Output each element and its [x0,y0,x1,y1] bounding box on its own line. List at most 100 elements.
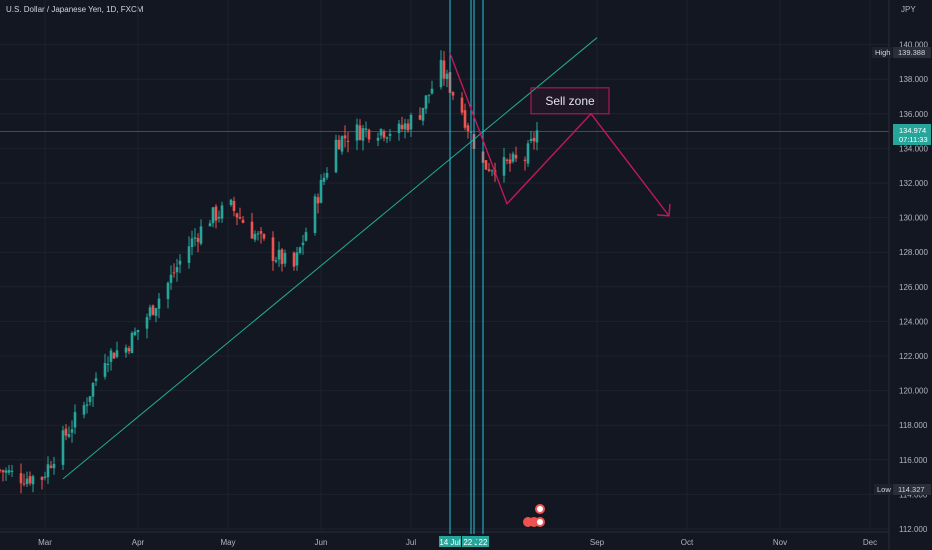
time-tick-label: May [220,538,235,547]
candle-body [64,428,68,436]
grid [0,0,889,533]
highlight-date-label: 14 Jul [439,538,461,547]
candle-body [52,463,56,469]
svg-text:High: High [875,48,890,57]
candle-body [22,483,26,485]
candle-body [46,464,50,478]
time-ticks: Mar Apr May Jun Jul Sep Oct Nov Dec [38,538,877,547]
candle-body [274,260,278,262]
candle-body [514,154,518,159]
candle-body [313,196,317,233]
price-tick-label: 122.000 [899,352,928,361]
candle-body [523,159,527,161]
candle-body [277,249,281,260]
candle-body [511,153,515,162]
candle-body [238,217,242,219]
event-flags[interactable] [523,504,545,527]
candle-body [49,465,53,468]
candle-body [232,201,236,211]
candle-body [199,226,203,244]
highlight-date-bg [462,536,486,547]
time-tick-label: Dec [863,538,877,547]
candle-body [355,124,359,141]
candle-body [196,238,200,242]
candle-body [70,429,74,433]
svg-text:114.327: 114.327 [898,485,925,494]
time-tick-label: Apr [132,538,145,547]
candle-body [133,331,137,336]
price-tick-label: 132.000 [899,179,928,188]
candle-body [421,107,425,121]
candle-body [217,216,221,219]
candle-body [82,405,86,415]
candle-body [304,232,308,241]
time-tick-label: Jun [315,538,328,547]
candle-body [451,92,455,96]
candle-body [337,139,341,150]
candle-body [259,231,263,234]
candle-body [256,233,260,235]
candle-body [379,129,383,136]
candle-body [280,249,284,265]
projection-arrowhead-icon [656,203,671,217]
candle-body [358,125,362,141]
candle-body [31,476,35,485]
candle-body [430,88,434,94]
candle-body [145,317,149,329]
time-tick-label: Sep [590,538,605,547]
time-tick-label: Jul [406,538,416,547]
candle-body [316,197,320,204]
candle-body [535,130,539,143]
candle-body [406,123,410,131]
candles [0,50,539,494]
candle-body [325,173,329,178]
svg-text:07:11:33: 07:11:33 [899,135,928,144]
candle-body [439,59,443,88]
candle-body [166,282,170,299]
candle-body [109,350,113,362]
trendline[interactable] [62,37,598,480]
candle-body [418,115,422,120]
candle-body [505,159,509,161]
candle-body [67,434,71,437]
candle-body [526,143,530,164]
candle-body [334,139,338,173]
candle-body [463,110,467,128]
candle-body [529,138,533,141]
price-ticks: 140.000 138.000 136.000 134.000 132.000 130.0… [899,41,928,534]
candle-body [487,169,491,171]
candle-body [148,307,152,317]
vertical-lines[interactable] [449,0,484,534]
candle-body [409,114,413,130]
candle-body [343,135,347,139]
highlight-date-bg [477,536,489,547]
candle-body [508,159,512,164]
candle-body [484,160,488,170]
time-tick-label: Oct [681,538,694,547]
candle-body [319,179,323,203]
candle-body [298,247,302,254]
candle-body [403,123,407,130]
price-tick-label: 120.000 [899,387,928,396]
sell-zone-box[interactable] [530,87,610,115]
candle-body [10,470,14,472]
candle-body [4,470,8,473]
projection-path[interactable] [449,53,670,217]
candle-body [208,223,212,227]
candle-body [262,234,266,239]
candle-body [61,430,65,465]
candle-body [43,476,47,478]
candle-body [103,363,107,377]
price-axis[interactable] [889,0,932,550]
highlight-date-bg [439,536,461,547]
candle-body [382,130,386,138]
candle-body [241,219,245,223]
candle-body [88,396,92,403]
candle-body [442,60,446,79]
candle-body [445,73,449,79]
candle-body [154,308,158,316]
candle-body [19,473,23,484]
candle-body [187,246,191,263]
